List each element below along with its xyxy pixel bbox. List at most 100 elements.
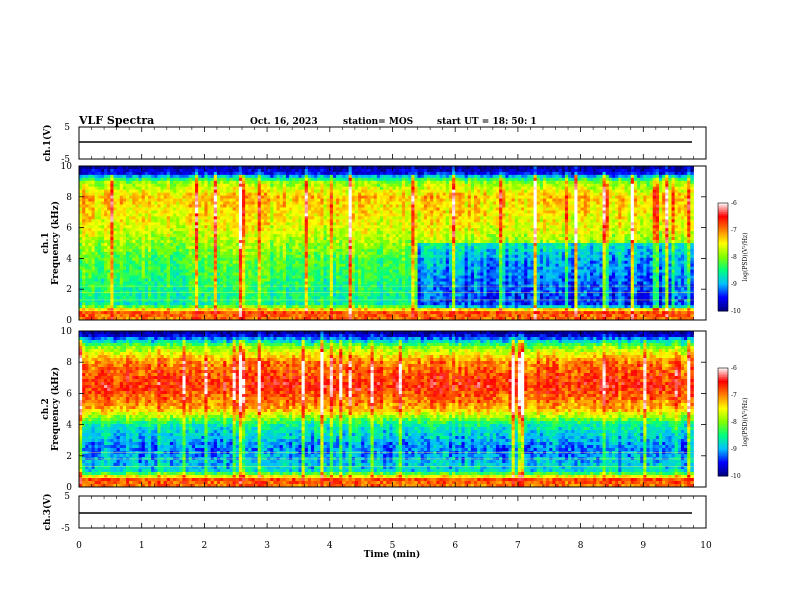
spectrogram-cell — [113, 169, 117, 172]
spectrogram-cell — [527, 178, 531, 181]
spectrogram-cell — [377, 178, 381, 181]
spectrogram-cell — [220, 184, 224, 187]
spectrogram-cell — [556, 187, 560, 190]
spectrogram-cell — [214, 178, 218, 181]
spectrogram-cell — [189, 172, 193, 175]
spectrogram-cell — [135, 181, 139, 184]
spectrogram-cell — [436, 175, 440, 178]
spectrogram-cell — [151, 196, 155, 199]
spectrogram-cell — [182, 166, 186, 169]
spectrogram-cell — [336, 181, 340, 184]
spectrogram-cell — [211, 184, 215, 187]
spectrogram-cell — [186, 175, 190, 178]
spectrogram-cell — [104, 181, 108, 184]
spectrogram-cell — [509, 190, 513, 193]
spectrogram-cell — [270, 175, 274, 178]
spectrogram-cell — [402, 187, 406, 190]
spectrogram-cell — [201, 187, 205, 190]
spectrogram-cell — [618, 187, 622, 190]
spectrogram-cell — [433, 190, 437, 193]
spectrogram-cell — [487, 172, 491, 175]
spectrogram-cell — [245, 187, 249, 190]
spectrogram-cell — [107, 181, 111, 184]
spectrogram-cell — [678, 175, 682, 178]
spectrogram-cell — [584, 169, 588, 172]
spectrogram-cell — [201, 190, 205, 193]
spectrogram-cell — [449, 193, 453, 196]
spectrogram-cell — [289, 184, 293, 187]
spectrogram-cell — [283, 178, 287, 181]
spectrogram-cell — [530, 166, 534, 169]
spectrogram-cell — [186, 166, 190, 169]
spectrogram-cell — [559, 190, 563, 193]
spectrogram-cell — [509, 178, 513, 181]
spectrogram-cell — [248, 190, 252, 193]
spectrogram-cell — [167, 190, 171, 193]
spectrogram-cell — [505, 175, 509, 178]
spectrogram-cell — [383, 190, 387, 193]
spectrogram-cell — [515, 172, 519, 175]
spectrogram-cell — [393, 181, 397, 184]
spectrogram-cell — [173, 175, 177, 178]
spectrogram-cell — [236, 166, 240, 169]
spectrogram-cell — [176, 181, 180, 184]
spectrogram-cell — [455, 169, 459, 172]
spectrogram-cell — [436, 187, 440, 190]
spectrogram-cell — [477, 190, 481, 193]
spectrogram-cell — [650, 193, 654, 196]
spectrogram-cell — [556, 175, 560, 178]
spectrogram-cell — [104, 196, 108, 199]
spectrogram-cell — [393, 169, 397, 172]
spectrogram-cell — [408, 172, 412, 175]
spectrogram-cell — [311, 187, 315, 190]
spectrogram-cell — [549, 166, 553, 169]
spectrogram-cell — [208, 169, 212, 172]
spectrogram-cell — [452, 175, 456, 178]
spectrogram-cell — [672, 190, 676, 193]
spectrogram-cell — [345, 169, 349, 172]
spectrogram-cell — [255, 187, 259, 190]
spectrogram-cell — [571, 169, 575, 172]
spectrogram-cell — [186, 181, 190, 184]
spectrogram-cell — [562, 178, 566, 181]
spectrogram-cell — [631, 172, 635, 175]
spectrogram-cell — [204, 184, 208, 187]
spectrogram-cell — [587, 181, 591, 184]
spectrogram-cell — [552, 193, 556, 196]
spectrogram-cell — [483, 181, 487, 184]
spectrogram-cell — [668, 184, 672, 187]
spectrogram-cell — [546, 190, 550, 193]
spectrogram-cell — [565, 190, 569, 193]
spectrogram-cell — [308, 178, 312, 181]
spectrogram-cell — [527, 184, 531, 187]
spectrogram-cell — [157, 187, 161, 190]
spectrogram-cell — [461, 181, 465, 184]
spectrogram-cell — [324, 175, 328, 178]
spectrogram-cell — [612, 181, 616, 184]
spectrogram-cell — [217, 172, 221, 175]
spectrogram-cell — [546, 184, 550, 187]
spectrogram-cell — [568, 181, 572, 184]
spectrogram-cell — [393, 193, 397, 196]
spectrogram-cell — [139, 190, 143, 193]
spectrogram-cell — [643, 169, 647, 172]
spectrogram-cell — [546, 178, 550, 181]
spectrogram-cell — [458, 166, 462, 169]
spectrogram-cell — [599, 190, 603, 193]
spectrogram-cell — [389, 178, 393, 181]
spectrogram-cell — [298, 169, 302, 172]
spectrogram-cell — [336, 190, 340, 193]
spectrogram-cell — [596, 193, 600, 196]
spectrogram-cell — [371, 184, 375, 187]
spectrogram-cell — [571, 175, 575, 178]
spectrogram-cell — [151, 184, 155, 187]
spectrogram-cell — [534, 184, 538, 187]
spectrogram-cell — [236, 184, 240, 187]
spectrogram-cell — [527, 172, 531, 175]
spectrogram-cell — [490, 169, 494, 172]
spectrogram-cell — [345, 184, 349, 187]
spectrogram-cell — [543, 184, 547, 187]
spectrogram-cell — [107, 166, 111, 169]
spectrogram-cell — [574, 169, 578, 172]
spectrogram-cell — [211, 178, 215, 181]
